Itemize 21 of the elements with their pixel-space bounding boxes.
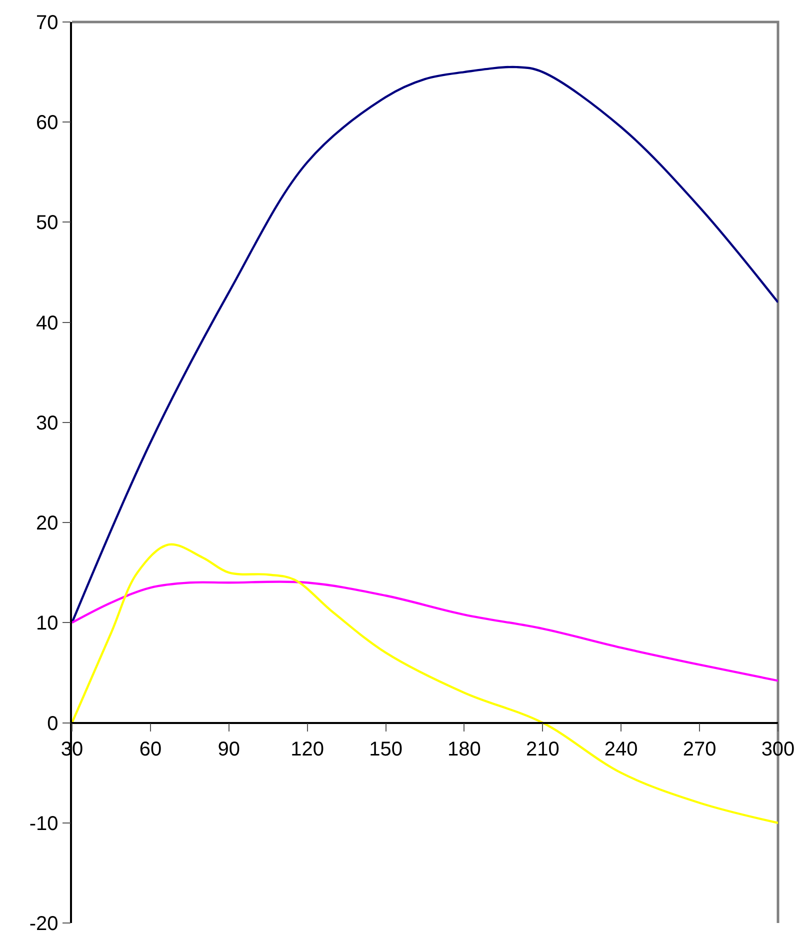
x-tick-label: 120 (290, 738, 324, 761)
x-tick-label: 150 (369, 738, 402, 761)
y-tick-label: 0 (47, 712, 58, 735)
y-tick-label: 10 (36, 612, 58, 635)
x-tick-label: 180 (448, 738, 481, 761)
y-tick-label: -10 (29, 812, 58, 835)
y-tick-label: 70 (36, 12, 58, 34)
x-tick-label: 210 (526, 738, 560, 761)
y-tick-label: 60 (36, 112, 58, 134)
y-tick-label: 20 (36, 512, 58, 535)
y-tick-label: 40 (36, 312, 58, 334)
y-tick-label: 50 (36, 212, 58, 234)
x-tick-label: 270 (682, 738, 716, 761)
x-tick-label: 60 (139, 738, 162, 761)
y-tick-label: -20 (29, 913, 58, 935)
x-tick-label: 240 (604, 738, 638, 761)
line-series (72, 580, 778, 682)
x-tick-label: 90 (218, 738, 240, 761)
line-series (72, 66, 778, 624)
x-tick-label: 300 (761, 738, 795, 761)
y-tick-label: 30 (36, 412, 58, 434)
